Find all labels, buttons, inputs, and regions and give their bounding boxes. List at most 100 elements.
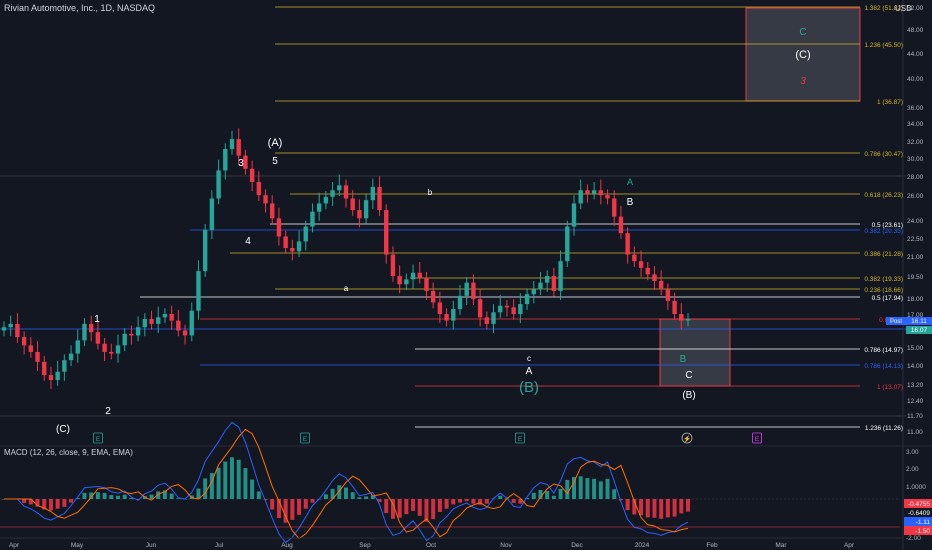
macd-histogram-bar	[484, 499, 489, 504]
fib-level-label: 1.236 (45.50)	[864, 42, 903, 49]
event-marker-label: ⚡	[683, 435, 691, 443]
macd-histogram-bar	[558, 488, 563, 499]
macd-histogram-bar	[102, 492, 107, 499]
macd-readout: -0.6409	[908, 510, 930, 517]
macd-line	[4, 421, 689, 544]
macd-histogram-bar	[22, 499, 27, 503]
macd-histogram-bar	[162, 490, 167, 499]
candle	[62, 360, 67, 372]
macd-histogram-bar	[89, 492, 94, 499]
wave-label: a	[344, 284, 349, 293]
last-price: 16.11	[911, 318, 927, 325]
wave-label: 1	[94, 314, 100, 325]
macd-histogram-bar	[384, 499, 389, 514]
candle	[471, 282, 476, 300]
candle	[477, 299, 483, 318]
time-axis-label: Feb	[706, 542, 718, 549]
wave-label: B	[627, 197, 634, 208]
candle	[48, 375, 54, 380]
macd-histogram-bar	[109, 495, 114, 499]
macd-histogram-bar	[377, 499, 382, 502]
candle	[605, 195, 610, 199]
time-axis-label: Oct	[426, 542, 436, 549]
time-axis-label: Jul	[215, 542, 224, 549]
candle	[276, 218, 282, 237]
signal-line	[4, 428, 689, 540]
chart-title: Rivian Automotive, Inc., 1D, NASDAQ	[4, 3, 155, 13]
candle	[310, 211, 315, 227]
macd-histogram-bar	[357, 497, 362, 499]
macd-histogram-bar	[330, 488, 335, 499]
candle	[162, 314, 168, 318]
time-axis[interactable]: Apr May Jun Jul Aug Sep Oct Nov Dec 2024 Feb Mar Apr	[0, 537, 903, 549]
candle	[82, 323, 87, 341]
candle	[430, 290, 436, 303]
macd-pane: 3.002.001.00000.00-1.00-2.00-0.4755-0.64…	[0, 421, 932, 544]
fib-level-label: 0.786 (14.97)	[864, 347, 903, 354]
price-scale[interactable]: 52.00 48.00 44.00 40.00 36.00 34.00 32.00 30.00…	[886, 0, 932, 550]
candle	[350, 198, 355, 211]
earnings-marker-icon	[515, 432, 525, 444]
candle	[524, 294, 530, 305]
macd-histogram-bar	[665, 499, 670, 518]
event-marker-label: E	[96, 436, 101, 443]
candle	[122, 333, 127, 346]
candle	[457, 295, 463, 310]
macd-histogram-bar	[639, 499, 644, 516]
wave-label: (C)	[795, 49, 810, 61]
macd-readout: -0.4755	[908, 501, 930, 508]
candle	[35, 351, 40, 362]
candle	[565, 226, 570, 262]
macd-scale-label: -2.00	[906, 535, 921, 542]
time-axis-label: May	[71, 542, 84, 549]
event-marker-label: E	[518, 436, 523, 443]
macd-histogram-bar	[223, 461, 228, 499]
target-zone-upper	[745, 7, 861, 102]
macd-histogram-bar	[176, 498, 181, 499]
macd-histogram-bar	[323, 494, 328, 499]
fib-level-label: 0.618 (26.23)	[864, 192, 903, 199]
macd-histogram-bar	[585, 478, 590, 499]
macd-histogram-bar	[632, 499, 637, 515]
candle	[149, 318, 154, 324]
candle	[625, 233, 630, 255]
candle	[21, 337, 27, 346]
macd-scale-label: 3.00	[906, 449, 919, 456]
price-scale-label: 21.00	[907, 254, 924, 261]
price-scale-label: 36.00	[907, 105, 924, 112]
close-price: 16.07	[911, 327, 928, 334]
time-axis-label: Dec	[571, 542, 583, 549]
wave-label: 4	[245, 236, 251, 247]
macd-histogram-bar	[337, 485, 342, 499]
candle	[283, 236, 288, 248]
macd-histogram-bar	[417, 499, 422, 516]
macd-histogram-bar	[310, 499, 315, 503]
candle	[357, 210, 362, 219]
wave-label: (C)	[56, 424, 70, 435]
candle	[249, 168, 255, 182]
macd-readout: -1.11	[916, 519, 931, 526]
candle	[8, 323, 13, 328]
time-axis-label: 2024	[635, 542, 650, 549]
macd-histogram-bar	[55, 499, 60, 509]
candle	[216, 170, 221, 199]
candle	[585, 190, 590, 194]
macd-histogram-bar	[578, 476, 583, 499]
price-scale-label: 40.00	[907, 76, 924, 83]
candle	[55, 371, 60, 380]
earnings-marker-icon	[752, 432, 762, 444]
event-markers[interactable]: E E E ⚡ E	[93, 432, 762, 444]
fib-level-label: 1.382 (51.82)	[864, 5, 903, 12]
candle	[102, 343, 107, 352]
fib-level-label: 0.786 (14.13)	[864, 363, 903, 370]
macd-histogram-bar	[230, 457, 234, 499]
candle	[343, 185, 349, 199]
wave-label: (A)	[268, 137, 283, 149]
candle	[658, 281, 664, 290]
wave-label: 2	[105, 406, 111, 417]
macd-histogram-bar	[592, 478, 597, 499]
earnings-marker-icon	[300, 432, 310, 444]
macd-histogram-bar	[518, 499, 523, 504]
currency-label[interactable]: USD	[895, 4, 912, 13]
